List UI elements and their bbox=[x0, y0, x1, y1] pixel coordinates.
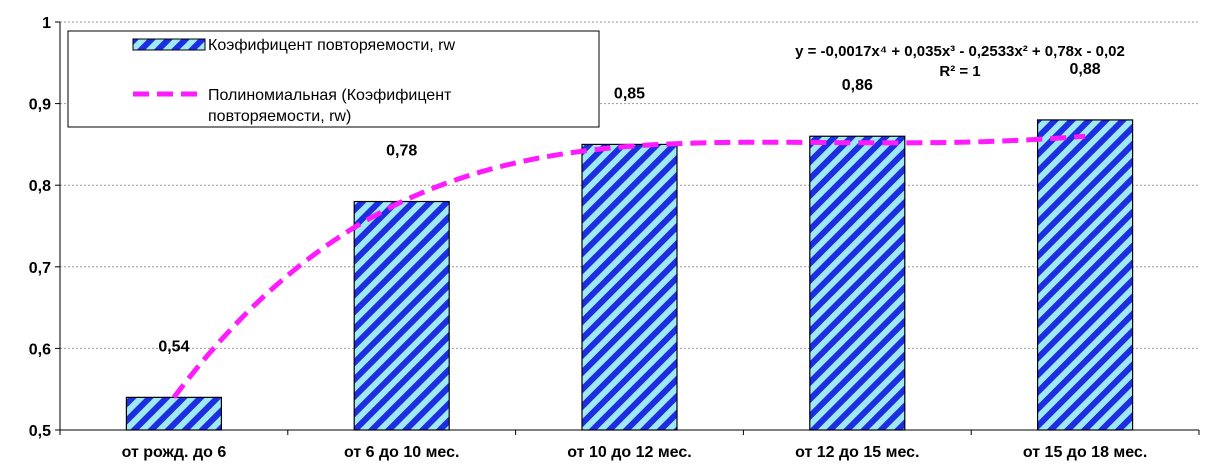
bars bbox=[126, 120, 1132, 430]
y-tick-label: 0,7 bbox=[29, 260, 51, 277]
data-label: 0,78 bbox=[386, 143, 417, 160]
bar bbox=[582, 144, 677, 430]
legend-bar-label: Коэфифицент повторяемости, rw bbox=[208, 37, 456, 54]
trend-r-squared: R² = 1 bbox=[939, 63, 980, 80]
legend-trend-label-line1: Полиномиальная (Коэфифицент bbox=[208, 87, 452, 104]
legend-trend-label-line2: повторяемости, rw) bbox=[208, 108, 351, 125]
y-tick-label: 0,6 bbox=[29, 341, 51, 358]
y-tick-label: 0,5 bbox=[29, 423, 51, 440]
y-tick-label: 0,8 bbox=[29, 178, 51, 195]
y-axis: 0,5 0,6 0,7 0,8 0,9 1 bbox=[29, 15, 60, 440]
y-tick-label: 1 bbox=[42, 15, 51, 32]
y-tick-label: 0,9 bbox=[29, 97, 51, 114]
x-tick-label: от 6 до 10 мес. bbox=[344, 444, 459, 461]
legend-bar-swatch bbox=[133, 39, 205, 50]
x-tick-label: от 10 до 12 мес. bbox=[567, 444, 691, 461]
x-tick-label: от 12 до 15 мес. bbox=[795, 444, 919, 461]
legend: Коэфифицент повторяемости, rw Полиномиал… bbox=[68, 31, 599, 127]
bar bbox=[1038, 120, 1133, 430]
bar bbox=[810, 136, 905, 430]
data-label: 0,85 bbox=[614, 85, 645, 102]
bar bbox=[126, 397, 221, 430]
x-tick-label: от 15 до 18 мес. bbox=[1023, 444, 1147, 461]
data-label: 0,54 bbox=[158, 338, 189, 355]
x-axis: от рожд. до 6 от 6 до 10 мес. от 10 до 12 … bbox=[60, 430, 1199, 461]
data-label: 0,86 bbox=[842, 77, 873, 94]
data-label: 0,88 bbox=[1070, 61, 1101, 78]
x-tick-label: от рожд. до 6 bbox=[122, 444, 227, 461]
bar bbox=[354, 202, 449, 430]
trend-equation: y = -0,0017x⁴ + 0,035x³ - 0,2533x² + 0,7… bbox=[795, 43, 1125, 60]
